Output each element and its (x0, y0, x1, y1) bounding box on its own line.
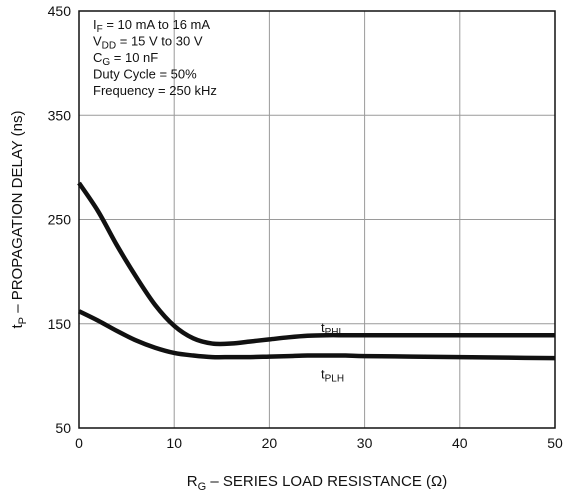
y-tick-label-150: 150 (48, 316, 72, 332)
y-tick-label-350: 350 (48, 107, 72, 123)
plot-frame (78, 10, 556, 429)
x-tick-label-50: 50 (547, 435, 563, 451)
x-tick-label-20: 20 (262, 435, 278, 451)
condition-line-1: IF = 10 mA to 16 mA (93, 17, 210, 35)
y-tick-label-450: 450 (48, 3, 72, 19)
y-tick-label-50: 50 (55, 420, 71, 436)
series-line-plh (78, 309, 556, 361)
x-tick-label-30: 30 (357, 435, 373, 451)
y-tick-labels: 50 150 250 350 450 (48, 3, 72, 436)
series-label-plh: tPLH (321, 367, 344, 385)
x-tick-label-0: 0 (75, 435, 83, 451)
condition-line-4: Duty Cycle = 50% (93, 67, 197, 82)
series-line-phl (77, 181, 555, 347)
series-label-phl: tPHL (321, 320, 345, 338)
series-lines (77, 181, 556, 361)
condition-line-3: CG = 10 nF (93, 50, 158, 68)
y-tick-label-250: 250 (48, 212, 72, 228)
y-axis-title: tP – PROPAGATION DELAY (ns) (9, 111, 29, 329)
condition-line-5: Frequency = 250 kHz (93, 83, 217, 98)
series-labels: tPHL tPLH (321, 320, 345, 385)
condition-line-2: VDD = 15 V to 30 V (93, 34, 203, 52)
x-tick-label-40: 40 (452, 435, 468, 451)
x-axis-title: RG – SERIES LOAD RESISTANCE (Ω) (187, 473, 447, 493)
x-tick-label-10: 10 (166, 435, 182, 451)
x-tick-labels: 0 10 20 30 40 50 (75, 435, 563, 451)
